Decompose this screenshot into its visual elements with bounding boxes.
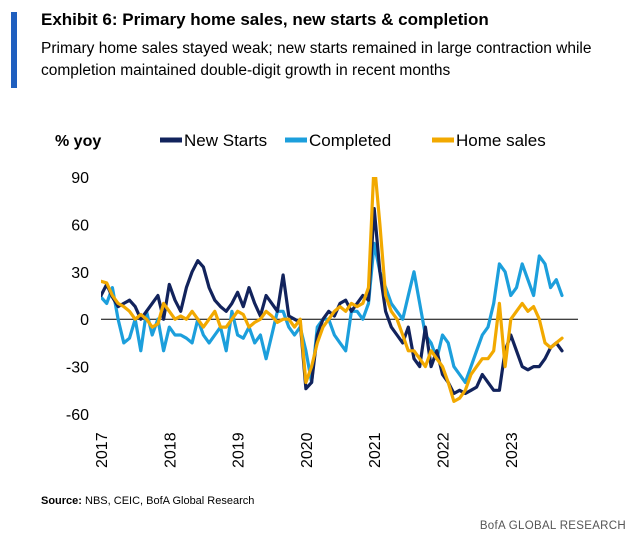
exhibit-title: Exhibit 6: Primary home sales, new start… (41, 10, 489, 29)
y-tick-label: -60 (66, 407, 89, 424)
x-tick-label: 2023 (504, 432, 521, 468)
x-tick-label: 2018 (162, 432, 179, 468)
y-tick-label: -30 (66, 360, 89, 377)
y-tick-label: 60 (71, 217, 89, 234)
exhibit-subtitle: Primary home sales stayed weak; new star… (41, 40, 592, 79)
y-axis-label: % yoy (55, 133, 101, 150)
series-line-home-sales (101, 177, 564, 403)
legend-label: New Starts (184, 131, 267, 150)
source-note: Source: NBS, CEIC, BofA Global Research (41, 495, 254, 507)
x-tick-label: 2021 (367, 432, 384, 468)
x-tick-label: 2020 (299, 432, 316, 468)
source-label: Source: (41, 495, 82, 507)
y-tick-label: 90 (71, 170, 89, 187)
series-line-completed (101, 241, 564, 384)
legend-label: Home sales (456, 131, 546, 150)
y-axis: -60 -30 0 30 60 90 (66, 170, 89, 424)
x-tick-label: 2022 (436, 432, 453, 468)
legend-label: Completed (309, 131, 391, 150)
x-axis: 2017 2018 2019 2020 2021 2022 2023 (94, 432, 521, 468)
y-tick-label: 30 (71, 265, 89, 282)
x-tick-label: 2017 (94, 432, 111, 468)
accent-bar (11, 12, 17, 88)
x-tick-label: 2019 (231, 432, 248, 468)
y-tick-label: 0 (80, 312, 89, 329)
line-chart: % yoy New Starts Completed Home sales -60-… (55, 131, 578, 468)
source-text: NBS, CEIC, BofA Global Research (85, 495, 255, 507)
series-layer (101, 177, 564, 403)
brand-footer: BofA GLOBAL RESEARCH (479, 520, 626, 532)
chart-legend: New Starts Completed Home sales (160, 131, 546, 150)
